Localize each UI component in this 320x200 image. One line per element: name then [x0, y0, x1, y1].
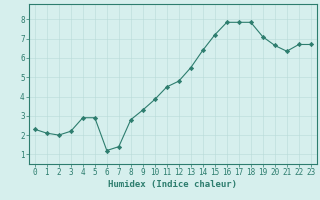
X-axis label: Humidex (Indice chaleur): Humidex (Indice chaleur)	[108, 180, 237, 189]
